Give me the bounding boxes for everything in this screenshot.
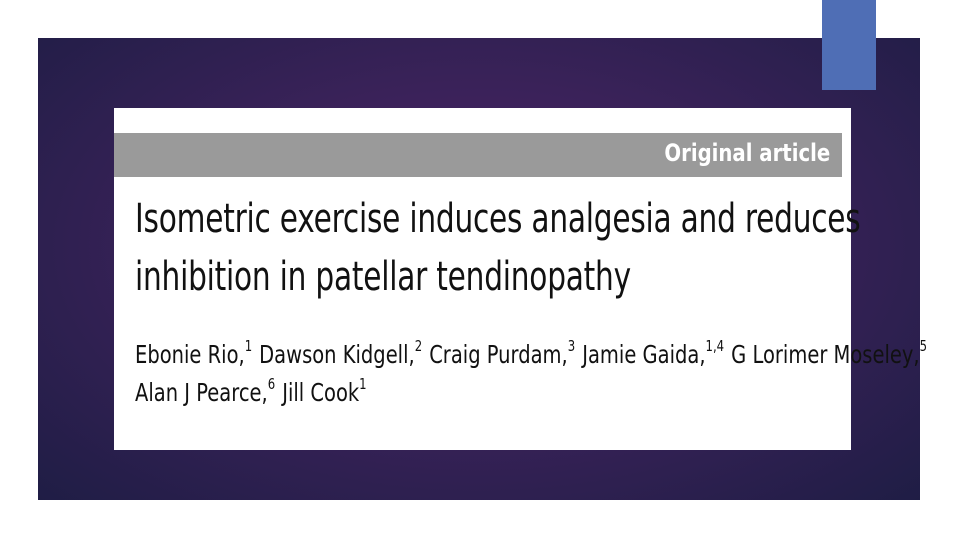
author-name: Jill Cook bbox=[282, 378, 360, 408]
author-line: Alan J Pearce,6 Jill Cook1 bbox=[135, 375, 374, 408]
author: Ebonie Rio,1 bbox=[135, 337, 253, 370]
author-name: Dawson Kidgell, bbox=[259, 340, 415, 370]
header-label: Original article bbox=[664, 139, 830, 167]
affiliation: 1 bbox=[244, 337, 253, 355]
affiliation: 6 bbox=[267, 375, 276, 393]
title-line: Isometric exercise induces analgesia and… bbox=[135, 196, 861, 242]
accent-block bbox=[822, 0, 876, 90]
header-bar: Original article bbox=[114, 133, 842, 177]
author-name: Jamie Gaida, bbox=[582, 340, 706, 370]
author-name: Ebonie Rio, bbox=[135, 340, 245, 370]
author-name: G Lorimer Moseley, bbox=[731, 340, 920, 370]
affiliation: 5 bbox=[919, 337, 928, 355]
affiliation: 2 bbox=[414, 337, 423, 355]
author: Alan J Pearce,6 bbox=[135, 375, 276, 408]
author: Craig Purdam,3 bbox=[429, 337, 576, 370]
affiliation: 1 bbox=[359, 375, 367, 393]
author: Jamie Gaida,1,4 bbox=[582, 337, 725, 370]
title-line: inhibition in patellar tendinopathy bbox=[135, 254, 631, 300]
article-image: Original article Isometric exercise indu… bbox=[114, 108, 927, 450]
author-line: Ebonie Rio,1 Dawson Kidgell,2 Craig Purdam… bbox=[135, 337, 934, 370]
affiliation: 3 bbox=[567, 337, 576, 355]
author: G Lorimer Moseley,5 bbox=[731, 337, 928, 370]
affiliation: 1,4 bbox=[705, 337, 725, 355]
author: Dawson Kidgell,2 bbox=[259, 337, 423, 370]
author-name: Craig Purdam, bbox=[429, 340, 568, 370]
author: Jill Cook1 bbox=[282, 375, 367, 408]
author-name: Alan J Pearce, bbox=[135, 378, 268, 408]
